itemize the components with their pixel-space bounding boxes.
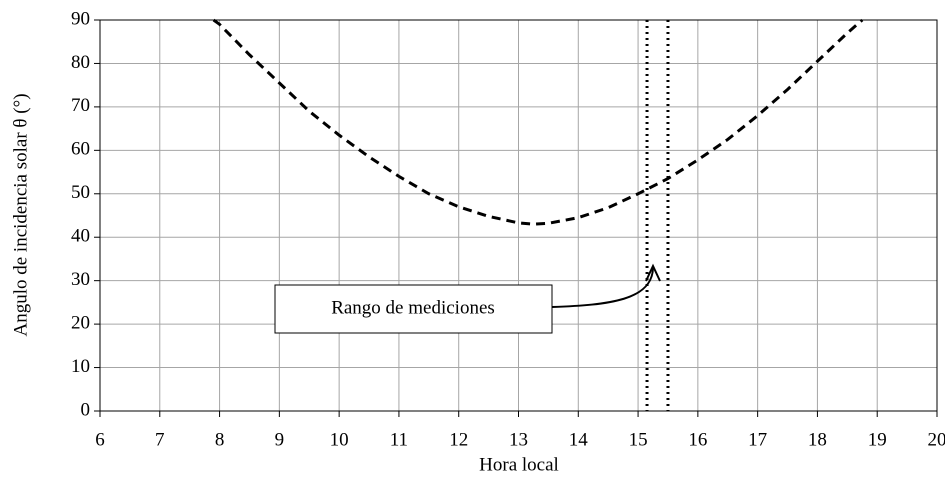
- x-tick-label: 17: [748, 429, 767, 450]
- y-tick-label: 40: [71, 226, 90, 247]
- x-tick-label: 15: [629, 429, 648, 450]
- x-tick-label: 6: [95, 429, 105, 450]
- x-tick-label: 16: [688, 429, 707, 450]
- y-tick-label: 80: [71, 52, 90, 73]
- x-tick-label: 20: [928, 429, 945, 450]
- y-tick-label: 50: [71, 182, 90, 203]
- x-tick-label: 8: [215, 429, 225, 450]
- x-tick-label: 12: [449, 429, 468, 450]
- x-tick-label: 19: [868, 429, 887, 450]
- annotation-text: Rango de mediciones: [331, 297, 495, 318]
- x-tick-label: 11: [390, 429, 408, 450]
- arrow-head: [645, 263, 661, 282]
- x-axis-label: Hora local: [479, 454, 559, 475]
- y-tick-label: 60: [71, 139, 90, 160]
- y-tick-label: 10: [71, 356, 90, 377]
- x-tick-label: 13: [509, 429, 528, 450]
- annotation-arrow: [551, 267, 654, 308]
- x-tick-label: 7: [155, 429, 165, 450]
- plot-frame: [99, 19, 938, 412]
- y-tick-label: 70: [71, 95, 90, 116]
- y-tick-label: 30: [71, 269, 90, 290]
- x-tick-label: 14: [569, 429, 589, 450]
- y-tick-label: 90: [71, 8, 90, 29]
- x-tick-label: 10: [330, 429, 349, 450]
- annotation-box: [274, 284, 553, 334]
- x-tick-label: 18: [808, 429, 827, 450]
- y-tick-label: 0: [81, 399, 91, 420]
- x-tick-label: 9: [275, 429, 285, 450]
- y-tick-label: 20: [71, 312, 90, 333]
- y-axis-label: Angulo de incidencia solar θ (°): [10, 93, 31, 336]
